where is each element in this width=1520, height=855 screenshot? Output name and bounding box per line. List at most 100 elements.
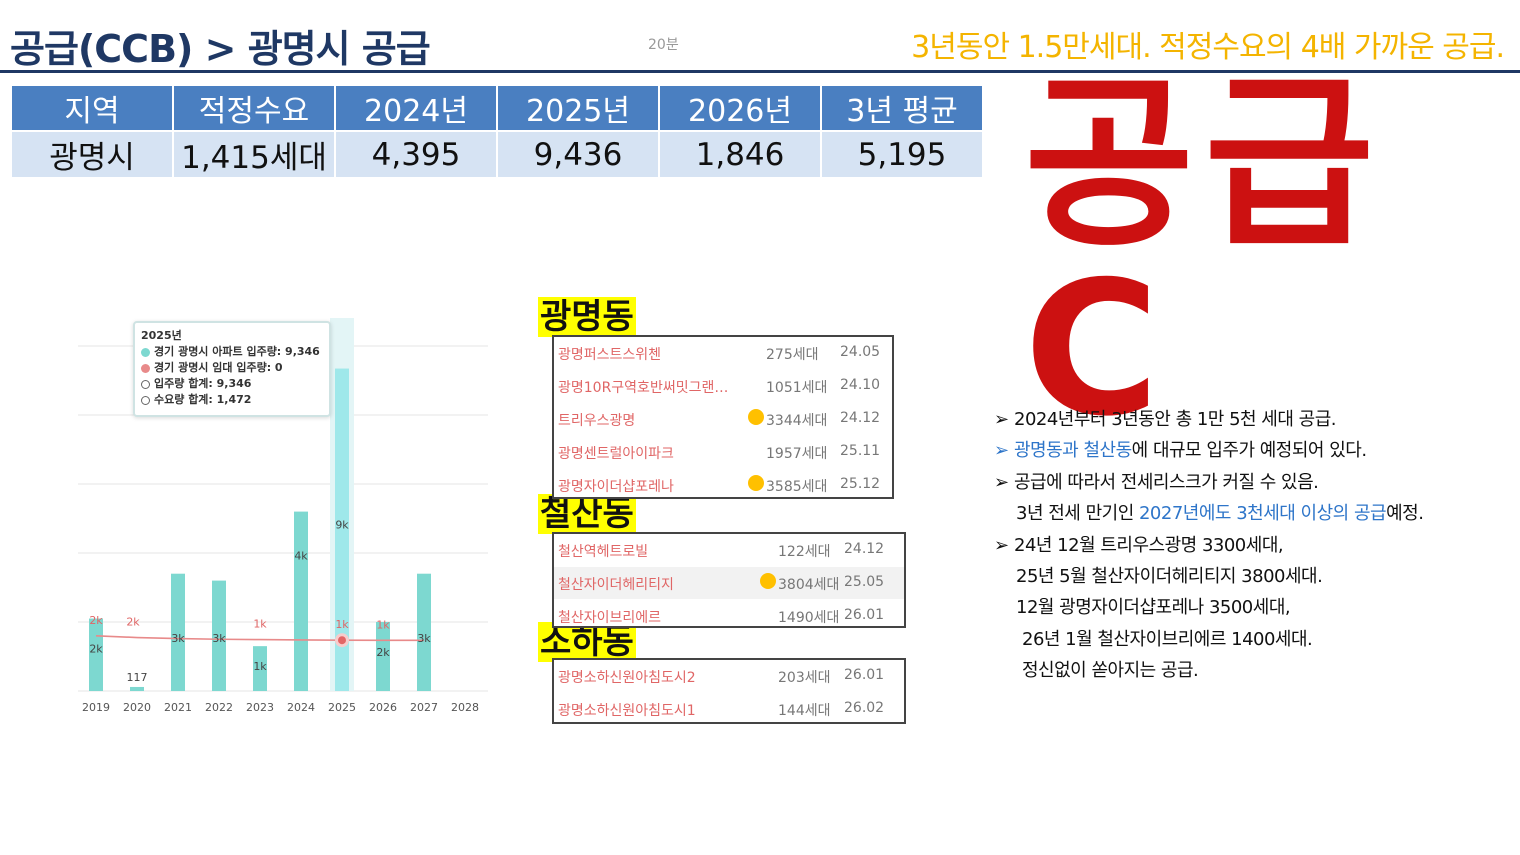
complex-name: 광명소하신원아침도시1: [558, 703, 696, 719]
arrow-icon: ➢: [994, 471, 1009, 493]
complex-name: 광명10R구역호반써밋그랜…: [558, 380, 729, 396]
list-item: 철산역헤트로빌 122세대 24.12: [554, 534, 904, 566]
ring-icon: [141, 379, 150, 389]
tooltip-rental: 경기 광명시 임대 입주량: 0: [154, 361, 283, 374]
demand-label: 1k: [253, 618, 267, 631]
bar-label: 2k: [376, 646, 390, 659]
table-row: 광명시 1,415세대 4,395 9,436 1,846 5,195: [12, 132, 982, 177]
bar: [376, 622, 390, 691]
note-text: 정신없이 쏟아지는 공급.: [1022, 660, 1199, 682]
complex-name: 광명퍼스트스위첸: [558, 347, 662, 363]
x-tick-label: 2027: [410, 701, 438, 714]
note-text: 2024년부터 3년동안 총 1만 5천 세대 공급.: [1014, 409, 1337, 430]
table-header-cell: 지역: [12, 86, 172, 130]
note-text: 예정.: [1386, 503, 1424, 525]
ring-icon: [141, 395, 150, 405]
note-text: 25년 5월 철산자이더헤리티지 3800세대.: [1016, 566, 1323, 588]
x-tick-label: 2020: [123, 701, 151, 714]
demand-label: 2k: [126, 616, 140, 629]
bar: [130, 686, 144, 691]
household-count: 3344세대: [766, 413, 828, 429]
tooltip-row-rental: 경기 광명시 임대 입주량: 0: [141, 360, 323, 376]
table-header-row: 지역 적정수요 2024년 2025년 2026년 3년 평균: [12, 86, 982, 130]
bar: [212, 580, 226, 691]
move-in-date: 25.12: [840, 476, 881, 492]
district-list: 철산역헤트로빌 122세대 24.12 철산자이더헤리티지 3804세대 25.05 철산자…: [552, 532, 906, 628]
notes-panel: ➢ 2024년부터 3년동안 총 1만 5천 세대 공급. ➢ 광명동과 철산동에 …: [994, 404, 1424, 687]
highlight-dot-icon: [748, 475, 764, 491]
tooltip-demand: 수요량 합계: 1,472: [154, 393, 252, 406]
move-in-date: 26.01: [844, 607, 885, 623]
complex-name: 철산자이더헤리티지: [558, 577, 674, 593]
complex-name: 철산자이브리에르: [558, 610, 662, 626]
household-count: 3585세대: [766, 479, 828, 495]
list-item: 광명10R구역호반써밋그랜… 1051세대 24.10: [554, 370, 892, 402]
district-label: 철산동: [538, 494, 636, 534]
tooltip-row-demand: 수요량 합계: 1,472: [141, 392, 323, 408]
arrow-icon: ➢: [994, 534, 1009, 556]
supply-summary-table: 지역 적정수요 2024년 2025년 2026년 3년 평균 광명시 1,41…: [10, 84, 984, 179]
table-cell: 1,846: [660, 132, 820, 177]
teal-dot-icon: [141, 347, 150, 357]
table-cell: 광명시: [12, 132, 172, 177]
header-divider: [0, 70, 1520, 73]
tooltip-year: 2025년: [141, 329, 182, 342]
demand-highlight-point: [338, 636, 346, 645]
household-count: 3804세대: [778, 577, 840, 593]
table-cell: 1,415세대: [174, 132, 334, 177]
x-tick-label: 2022: [205, 701, 233, 714]
table-header-cell: 2026년: [660, 86, 820, 130]
table-cell: 4,395: [336, 132, 496, 177]
x-tick-label: 2024: [287, 701, 315, 714]
page-subtitle: 3년동안 1.5만세대. 적정수요의 4배 가까운 공급.: [911, 30, 1505, 65]
bar-label: 3k: [212, 632, 226, 645]
move-in-date: 24.12: [840, 410, 881, 426]
x-tick-label: 2028: [451, 701, 479, 714]
list-item: 광명자이더샵포레나 3585세대 25.12: [554, 469, 892, 501]
tooltip-total: 입주량 합계: 9,346: [154, 377, 252, 390]
demand-label: 2k: [89, 614, 103, 627]
demand-line: [95, 635, 424, 642]
household-count: 1957세대: [766, 446, 828, 462]
tooltip-row-total: 입주량 합계: 9,346: [141, 376, 323, 392]
table-cell: 9,436: [498, 132, 658, 177]
supply-grade: 공급 C: [1024, 56, 1385, 457]
red-dot-icon: [141, 363, 150, 373]
x-tick-label: 2023: [246, 701, 274, 714]
district-label: 광명동: [538, 297, 636, 337]
move-in-date: 26.02: [844, 700, 885, 716]
note-text: 24년 12월 트리우스광명 3300세대,: [1014, 534, 1284, 556]
bar-label: 4k: [294, 550, 308, 563]
household-count: 1051세대: [766, 380, 828, 396]
complex-name: 트리우스광명: [558, 413, 636, 429]
bar: [294, 511, 308, 691]
highlight-dot-icon: [748, 409, 764, 425]
note-text: 에 대규모 입주가 예정되어 있다.: [1131, 440, 1367, 462]
household-count: 144세대: [778, 703, 831, 719]
supply-bar-chart: 2k 117 3k 3k 1k 4k 9k 2k 3k 2k 2k 1k 1k 1k 2019 2020 202…: [78, 318, 488, 714]
household-count: 122세대: [778, 544, 831, 560]
arrow-icon: ➢: [994, 409, 1009, 430]
bar-label: 3k: [171, 632, 185, 645]
move-in-date: 24.10: [840, 377, 881, 393]
complex-name: 철산역헤트로빌: [558, 544, 649, 560]
bar-label: 117: [127, 671, 148, 684]
move-in-date: 24.12: [844, 541, 885, 557]
time-label: 20분: [648, 37, 679, 53]
page-title: 공급(CCB) > 광명시 공급: [10, 27, 431, 71]
list-item: 광명퍼스트스위첸 275세대 24.05: [554, 337, 892, 369]
complex-name: 광명자이더샵포레나: [558, 479, 674, 495]
move-in-date: 25.11: [840, 443, 881, 459]
district-label: 소하동: [538, 622, 636, 662]
move-in-date: 25.05: [844, 574, 885, 590]
x-tick-label: 2025: [328, 701, 356, 714]
bar: [253, 646, 267, 691]
household-count: 275세대: [766, 347, 819, 363]
x-tick-label: 2019: [82, 701, 110, 714]
list-item: 철산자이브리에르 1490세대 26.01: [554, 600, 904, 632]
table-header-cell: 적정수요: [174, 86, 334, 130]
bar-label: 2k: [89, 643, 103, 656]
tooltip-apt: 경기 광명시 아파트 입주량: 9,346: [154, 345, 320, 358]
note-highlight: 광명동과 철산동: [1014, 440, 1132, 462]
district-list: 광명퍼스트스위첸 275세대 24.05 광명10R구역호반써밋그랜… 1051세대 24…: [552, 335, 894, 499]
